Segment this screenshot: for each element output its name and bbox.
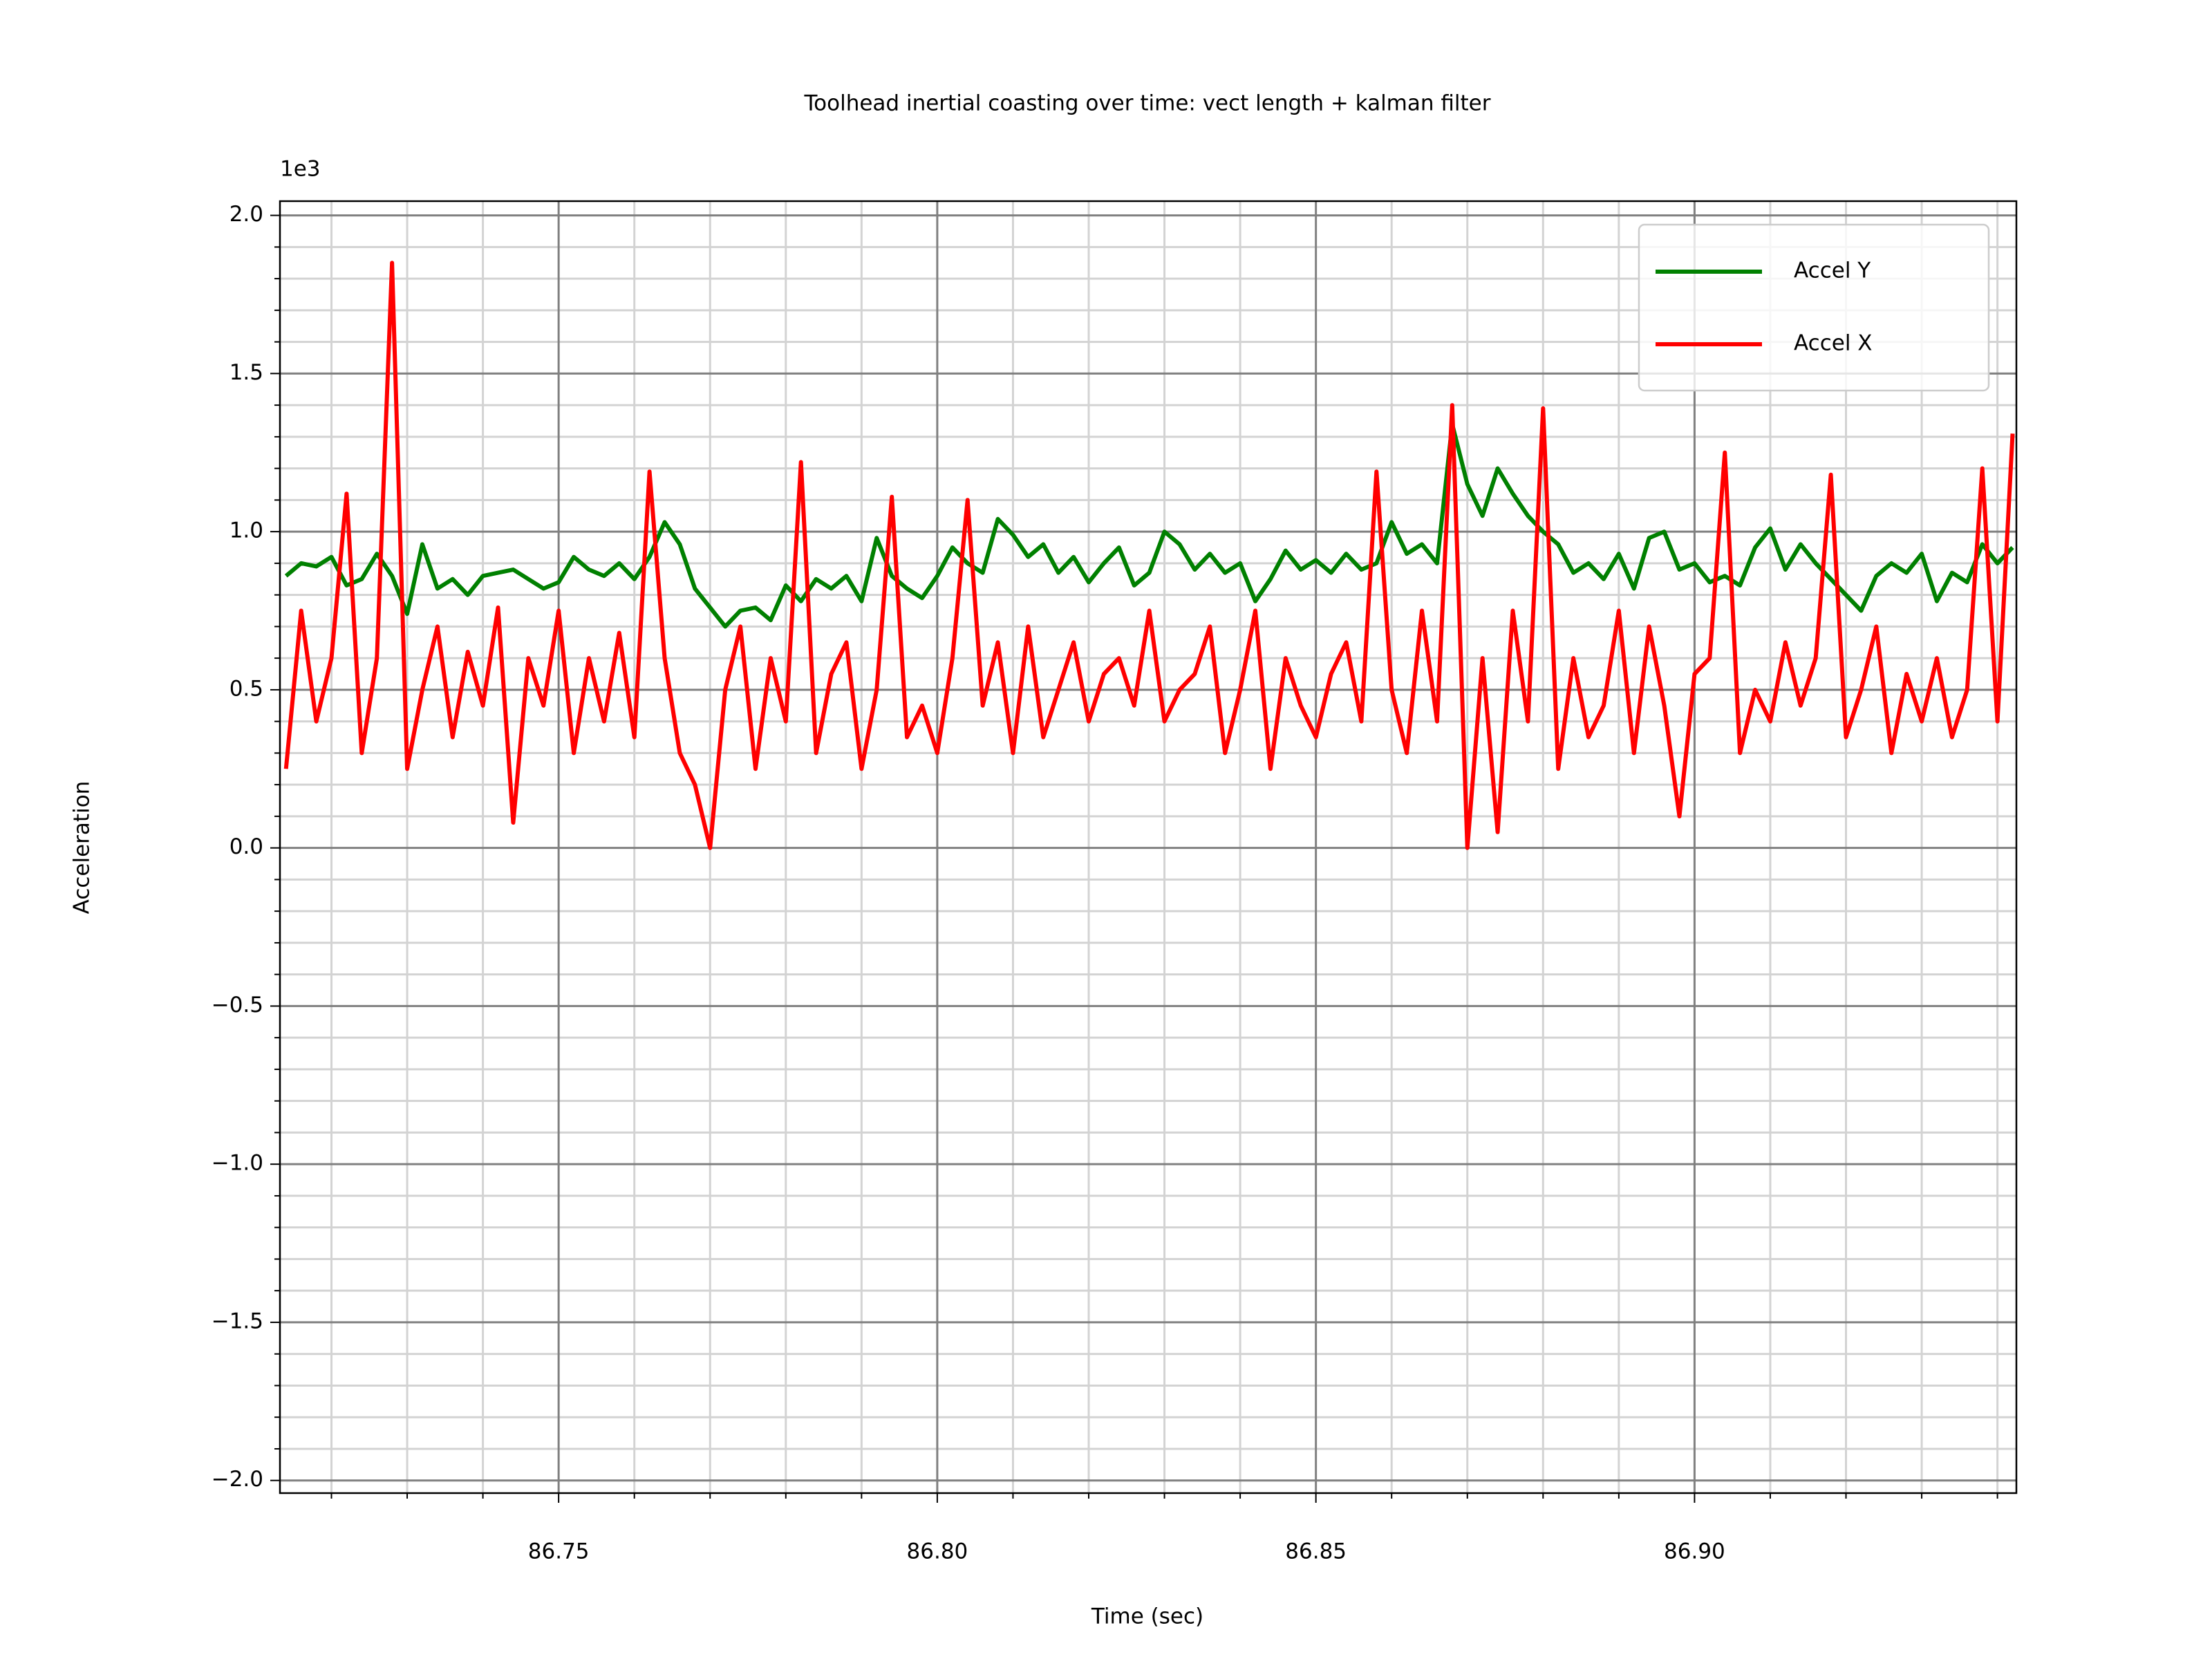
axes-frame — [279, 200, 2018, 1494]
y-tick-label: −0.5 — [212, 993, 263, 1018]
chart-title: Toolhead inertial coasting over time: ve… — [804, 91, 1491, 116]
y-tick-label: 2.0 — [229, 202, 263, 227]
y-tick-label: −1.5 — [212, 1309, 263, 1333]
x-axis-label: Time (sec) — [1091, 1604, 1203, 1629]
legend-label: Accel Y — [1794, 259, 1871, 283]
legend-label: Accel X — [1794, 331, 1873, 356]
y-axis-label: Acceleration — [70, 781, 95, 915]
y-tick-label: −1.0 — [212, 1151, 263, 1176]
plot-area — [283, 261, 2015, 850]
y-tick-label: 1.5 — [229, 360, 263, 385]
y-tick-label: −2.0 — [212, 1467, 263, 1492]
data-line — [284, 422, 2014, 629]
legend-box — [1638, 223, 1990, 392]
x-tick-label: 86.80 — [907, 1539, 968, 1564]
y-offset-text: 1e3 — [280, 157, 321, 182]
x-tick-label: 86.85 — [1285, 1539, 1347, 1564]
x-tick-label: 86.90 — [1664, 1539, 1725, 1564]
y-tick-label: 0.0 — [229, 834, 263, 859]
x-tick-label: 86.75 — [528, 1539, 590, 1564]
y-tick-label: 1.0 — [229, 518, 263, 543]
y-tick-label: 0.5 — [229, 676, 263, 701]
data-line — [283, 261, 2015, 850]
